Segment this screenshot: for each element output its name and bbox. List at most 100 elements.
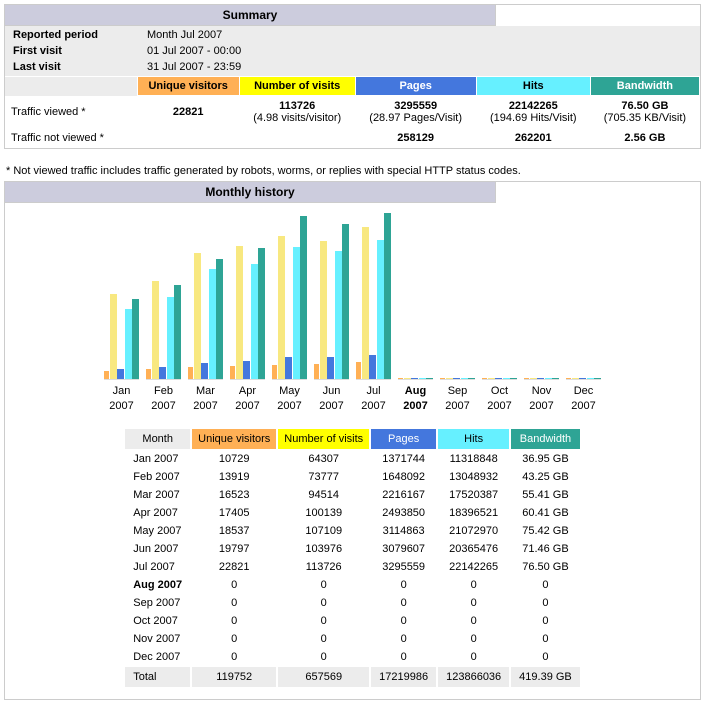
chart-col-jan: Jan2007 — [101, 199, 143, 413]
traffic-viewed-row: Traffic viewed * 22821 113726(4.98 visit… — [5, 96, 700, 129]
bar-hits — [251, 264, 258, 379]
chart-bars — [566, 199, 601, 380]
chart-label[interactable]: Oct2007 — [487, 384, 511, 413]
bar-bw — [216, 259, 223, 379]
chart-label[interactable]: Jul2007 — [361, 384, 385, 413]
monthly-month-cell[interactable]: Jul 2007 — [125, 559, 190, 575]
bar-pages — [369, 355, 376, 379]
bar-uv — [146, 369, 151, 379]
monthly-month-cell[interactable]: Mar 2007 — [125, 487, 190, 503]
bar-pages — [117, 369, 124, 379]
chart-bars — [272, 199, 307, 380]
summary-traffic-table: Unique visitors Number of visits Pages H… — [5, 76, 700, 148]
bar-nv — [446, 378, 453, 379]
monthly-month-cell[interactable]: Dec 2007 — [125, 649, 190, 665]
bar-bw — [342, 224, 349, 379]
bar-nv — [194, 253, 201, 379]
bar-uv — [104, 371, 109, 379]
viewed-pages: 3295559(28.97 Pages/Visit) — [355, 96, 476, 129]
monthly-cell-uv: 16523 — [192, 487, 276, 503]
bar-bw — [132, 299, 139, 379]
chart-label[interactable]: Jun2007 — [319, 384, 343, 413]
chart-col-mar: Mar2007 — [185, 199, 227, 413]
monthly-table-header: MonthUnique visitorsNumber of visitsPage… — [125, 429, 580, 449]
chart-label[interactable]: Jan2007 — [109, 384, 133, 413]
bar-uv — [566, 378, 571, 379]
summary-info: Reported period Month Jul 2007 First vis… — [5, 26, 700, 76]
bar-hits — [209, 269, 216, 379]
monthly-row: Aug 200700000 — [125, 577, 580, 593]
monthly-row: Dec 200700000 — [125, 649, 580, 665]
chart-label[interactable]: Apr2007 — [235, 384, 259, 413]
monthly-month-cell[interactable]: Oct 2007 — [125, 613, 190, 629]
monthly-cell-bw: 0 — [511, 649, 580, 665]
bar-pages — [159, 367, 166, 379]
traffic-viewed-label: Traffic viewed * — [5, 96, 137, 129]
chart-label[interactable]: May2007 — [277, 384, 301, 413]
bar-nv — [320, 241, 327, 379]
chart-bars — [230, 199, 265, 380]
summary-footnote: * Not viewed traffic includes traffic ge… — [4, 161, 701, 181]
bar-nv — [404, 378, 411, 379]
monthly-col-header: Number of visits — [278, 429, 369, 449]
monthly-month-cell[interactable]: Jun 2007 — [125, 541, 190, 557]
monthly-chart: Jan2007 Feb2007 Mar2007 Apr2007 May2007 Jun20… — [5, 213, 700, 413]
monthly-cell-bw: 0 — [511, 595, 580, 611]
monthly-month-cell[interactable]: Jan 2007 — [125, 451, 190, 467]
monthly-row: Feb 2007139197377716480921304893243.25 G… — [125, 469, 580, 485]
monthly-cell-nv: 0 — [278, 613, 369, 629]
bar-bw — [258, 248, 265, 379]
bar-nv — [278, 236, 285, 379]
chart-label[interactable]: Sep2007 — [445, 384, 469, 413]
monthly-total-row: Total11975265756917219986123866036419.39… — [125, 667, 580, 687]
bar-hits — [167, 297, 174, 379]
bar-hits — [419, 378, 426, 379]
monthly-month-cell[interactable]: Nov 2007 — [125, 631, 190, 647]
col-unique-visitors: Unique visitors — [137, 77, 239, 96]
monthly-cell-pages: 2216167 — [371, 487, 436, 503]
chart-label[interactable]: Nov2007 — [529, 384, 553, 413]
chart-label[interactable]: Dec2007 — [571, 384, 595, 413]
monthly-cell-uv: 13919 — [192, 469, 276, 485]
monthly-month-cell[interactable]: Feb 2007 — [125, 469, 190, 485]
monthly-col-header: Unique visitors — [192, 429, 276, 449]
summary-header-row: Unique visitors Number of visits Pages H… — [5, 77, 700, 96]
monthly-month-cell[interactable]: Aug 2007 — [125, 577, 190, 593]
bar-pages — [243, 361, 250, 379]
monthly-row: Mar 2007165239451422161671752038755.41 G… — [125, 487, 580, 503]
monthly-row: Apr 20071740510013924938501839652160.41 … — [125, 505, 580, 521]
chart-col-jun: Jun2007 — [311, 199, 353, 413]
monthly-cell-nv: 0 — [278, 631, 369, 647]
monthly-panel: Monthly history Jan2007Feb2007Mar2007Apr… — [4, 181, 701, 700]
monthly-cell-nv: 0 — [278, 595, 369, 611]
monthly-cell-bw: 36.95 GB — [511, 451, 580, 467]
summary-info-table: Reported period Month Jul 2007 First vis… — [5, 26, 249, 76]
bar-nv — [110, 294, 117, 379]
chart-bars — [524, 199, 559, 380]
chart-label[interactable]: Mar2007 — [193, 384, 217, 413]
chart-label[interactable]: Aug2007 — [403, 384, 427, 413]
monthly-month-cell[interactable]: Apr 2007 — [125, 505, 190, 521]
bar-pages — [495, 378, 502, 379]
chart-bars — [104, 199, 139, 380]
chart-bars — [482, 199, 517, 380]
monthly-row: Jul 20072282111372632955592214226576.50 … — [125, 559, 580, 575]
last-visit-label: Last visit — [7, 60, 139, 74]
chart-col-sep: Sep2007 — [437, 199, 479, 413]
monthly-cell-pages: 3114863 — [371, 523, 436, 539]
notviewed-hits: 262201 — [476, 128, 590, 148]
monthly-month-cell[interactable]: May 2007 — [125, 523, 190, 539]
bar-hits — [125, 309, 132, 379]
monthly-cell-nv: 73777 — [278, 469, 369, 485]
monthly-cell-nv: 107109 — [278, 523, 369, 539]
first-visit-label: First visit — [7, 44, 139, 58]
chart-col-aug: Aug2007 — [395, 199, 437, 413]
last-visit-value: 31 Jul 2007 - 23:59 — [141, 60, 247, 74]
monthly-month-cell[interactable]: Sep 2007 — [125, 595, 190, 611]
monthly-cell-hits: 18396521 — [438, 505, 509, 521]
monthly-row: May 20071853710710931148632107297075.42 … — [125, 523, 580, 539]
bar-uv — [314, 364, 319, 379]
chart-label[interactable]: Feb2007 — [151, 384, 175, 413]
col-number-of-visits: Number of visits — [239, 77, 355, 96]
bar-pages — [285, 357, 292, 379]
